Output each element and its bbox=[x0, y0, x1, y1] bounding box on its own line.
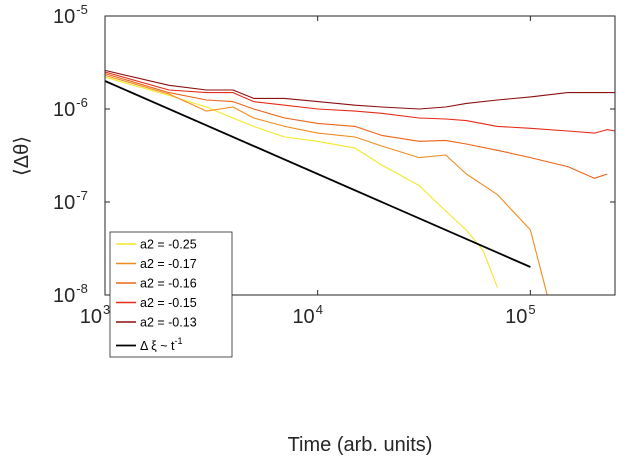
series-line-4 bbox=[104, 71, 616, 134]
ticks-layer: 103 104 105 10-8 10-7 10-6 10-5 bbox=[53, 2, 615, 328]
plot-frame bbox=[104, 15, 616, 296]
fit-line bbox=[104, 80, 531, 268]
legend-label-fit: Δ ξ ~ t-1 bbox=[140, 336, 182, 353]
legend-label-4: a2 = -0.15 bbox=[140, 296, 197, 310]
legend: a2 = -0.25 a2 = -0.17 a2 = -0.16 a2 = -0.15… bbox=[109, 231, 233, 358]
x-axis-label: Time (arb. units) bbox=[288, 434, 433, 456]
series-line-2 bbox=[104, 74, 548, 296]
legend-box bbox=[109, 231, 233, 358]
y-axis-label: ⟨Δθ⟩ bbox=[11, 136, 33, 176]
x-tick-label-2: 104 bbox=[292, 302, 322, 328]
x-tick-label-3: 105 bbox=[505, 302, 535, 328]
legend-label-3: a2 = -0.16 bbox=[140, 277, 197, 291]
series-layer bbox=[104, 69, 616, 296]
series-line-1 bbox=[104, 76, 498, 288]
y-tick-label-1: 10-8 bbox=[53, 281, 88, 307]
y-tick-label-3: 10-6 bbox=[53, 95, 88, 121]
x-tick-label-1: 103 bbox=[80, 302, 110, 328]
legend-label-1: a2 = -0.25 bbox=[140, 238, 197, 252]
series-line-5 bbox=[104, 69, 615, 110]
y-tick-label-2: 10-7 bbox=[53, 188, 88, 214]
legend-label-2: a2 = -0.17 bbox=[140, 257, 197, 271]
legend-label-5: a2 = -0.13 bbox=[140, 316, 197, 330]
series-line-3 bbox=[104, 73, 608, 179]
y-tick-label-4: 10-5 bbox=[53, 2, 88, 28]
